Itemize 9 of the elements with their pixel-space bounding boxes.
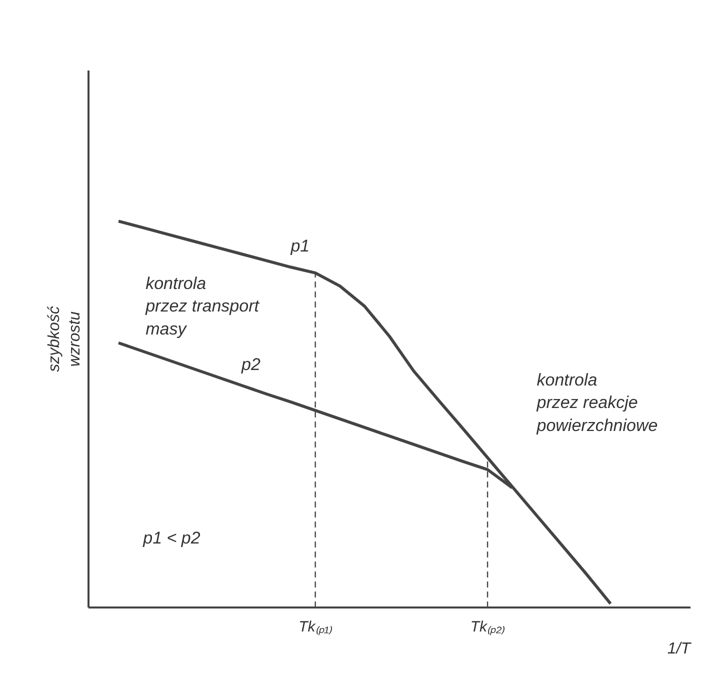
annotation: kontrola przez reakcje powierzchniowe (536, 370, 658, 436)
annotation: kontrola przez transport masy (144, 274, 260, 338)
x-tick-label: Tk₍ₚ₂₎ (470, 618, 506, 636)
x-axis-title: 1/T (667, 640, 692, 658)
x-tick-label: Tk₍ₚ₁₎ (298, 618, 334, 636)
series-label: p1 (290, 236, 310, 256)
annotation: p1 < p2 (142, 528, 201, 548)
series-label: p2 (240, 354, 261, 374)
y-axis-title: szybkość wzrostu (46, 306, 84, 372)
